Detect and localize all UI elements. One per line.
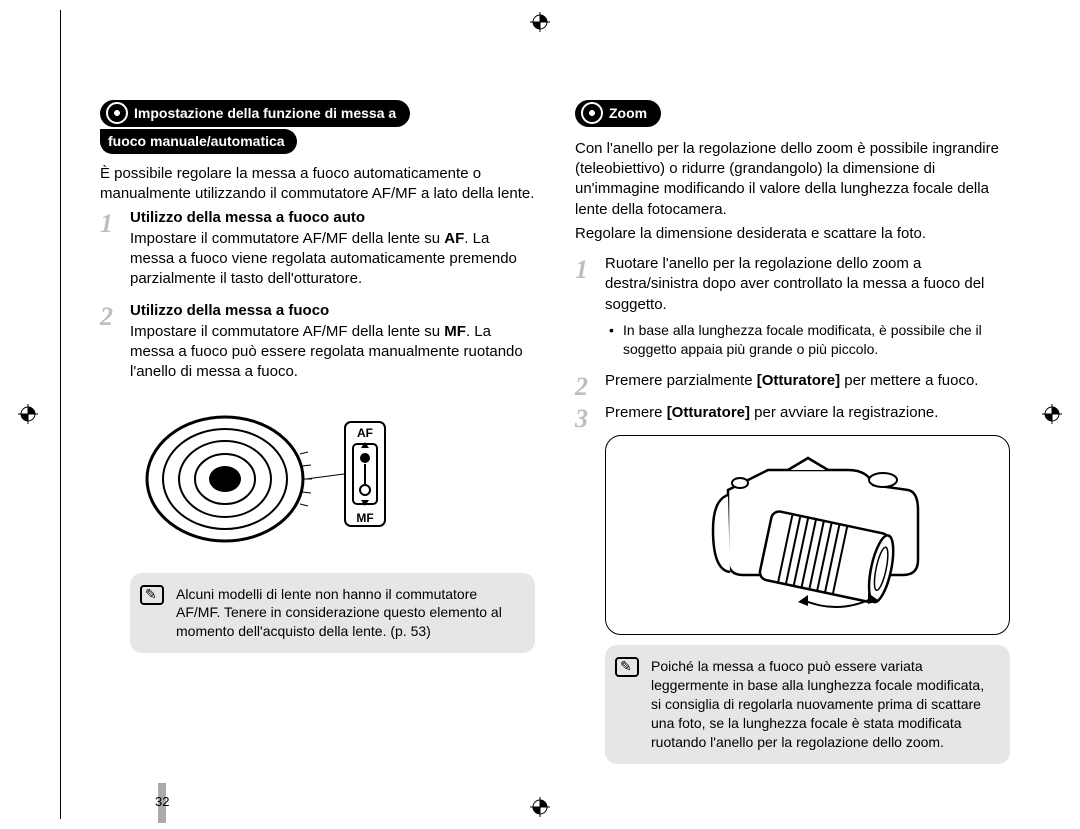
step-title: Utilizzo della messa a fuoco auto: [130, 209, 365, 226]
step-title: Utilizzo della messa a fuoco: [130, 302, 329, 319]
note-icon: [615, 657, 639, 677]
camera-figure: [605, 435, 1010, 635]
lens-ring-icon: [581, 102, 603, 124]
left-column: Impostazione della funzione di messa a f…: [100, 100, 535, 799]
note-icon: [140, 585, 164, 605]
registration-mark-bottom: [530, 797, 550, 817]
registration-mark-top: [530, 12, 550, 32]
zoom-heading: Zoom: [609, 105, 647, 121]
switch-mf-label: MF: [356, 511, 373, 525]
note-text: Poiché la messa a fuoco può essere varia…: [651, 658, 984, 750]
registration-mark-right: [1042, 404, 1062, 424]
step-body: Impostare il commutatore AF/MF della len…: [130, 323, 523, 381]
heading-line1: Impostazione della funzione di messa a: [134, 105, 396, 121]
zoom-steps: Ruotare l'anello per la regolazione dell…: [575, 254, 1010, 423]
step-body: Impostare il commutatore AF/MF della len…: [130, 230, 517, 288]
zoom-step-1: Ruotare l'anello per la regolazione dell…: [575, 254, 1010, 359]
switch-af-label: AF: [357, 426, 373, 440]
page-number: 32: [155, 794, 169, 809]
note-text: Alcuni modelli di lente non hanno il com…: [176, 586, 502, 640]
step-body: Ruotare l'anello per la regolazione dell…: [605, 255, 984, 313]
zoom-step-2: Premere parzialmente [Otturatore] per me…: [575, 371, 1010, 391]
lens-figure: AF MF: [130, 394, 535, 560]
section-heading-zoom: Zoom: [575, 100, 1010, 129]
zoom-intro-2: Regolare la dimensione desiderata e scat…: [575, 224, 1010, 244]
sub-item: In base alla lunghezza focale modificata…: [605, 321, 1010, 359]
right-column: Zoom Con l'anello per la regolazione del…: [575, 100, 1010, 799]
heading-line2: fuoco manuale/automatica: [100, 129, 297, 154]
zoom-note: Poiché la messa a fuoco può essere varia…: [605, 645, 1010, 763]
zoom-step-3: Premere [Otturatore] per avviare la regi…: [575, 403, 1010, 423]
registration-mark-left: [18, 404, 38, 424]
section-heading-focus: Impostazione della funzione di messa a f…: [100, 100, 535, 154]
page-content: Impostazione della funzione di messa a f…: [100, 100, 1010, 799]
focus-step-2: Utilizzo della messa a fuoco Impostare i…: [100, 301, 535, 382]
focus-intro: È possibile regolare la messa a fuoco au…: [100, 164, 535, 205]
focus-step-1: Utilizzo della messa a fuoco auto Impost…: [100, 208, 535, 289]
lens-ring-icon: [106, 102, 128, 124]
focus-note: Alcuni modelli di lente non hanno il com…: [130, 573, 535, 654]
focus-steps: Utilizzo della messa a fuoco auto Impost…: [100, 208, 535, 382]
zoom-step-1-sub: In base alla lunghezza focale modificata…: [605, 321, 1010, 359]
trim-line: [60, 10, 61, 819]
zoom-intro-1: Con l'anello per la regolazione dello zo…: [575, 139, 1010, 220]
